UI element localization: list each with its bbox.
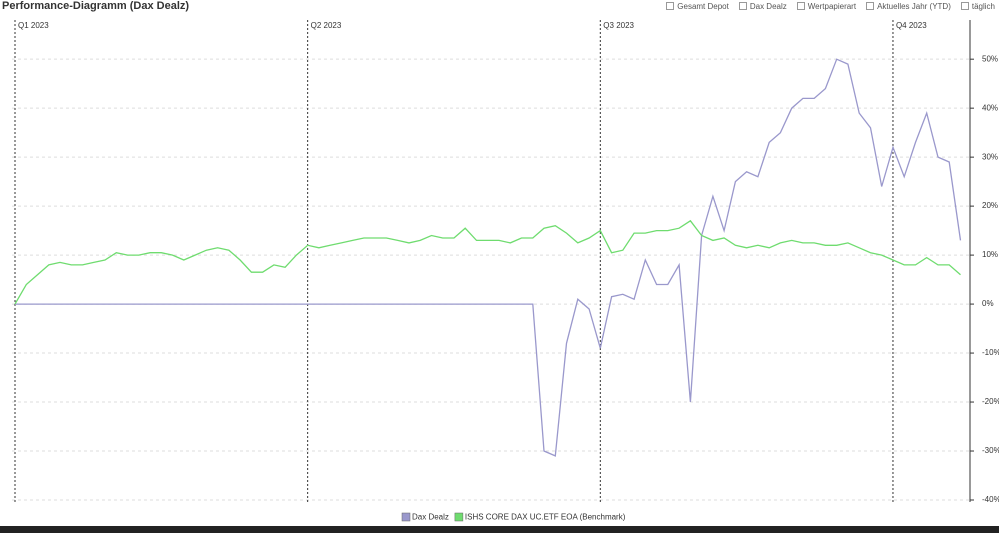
x-tick-label: Q2 2023 — [311, 21, 342, 30]
y-tick-label: -10% — [982, 348, 999, 357]
y-tick-label: 40% — [982, 103, 998, 112]
series-line — [15, 58, 962, 457]
y-tick-label: -40% — [982, 495, 999, 504]
x-tick-label: Q4 2023 — [896, 21, 927, 30]
y-tick-label: -30% — [982, 446, 999, 455]
x-tick-label: Q3 2023 — [603, 21, 634, 30]
toolbar-item[interactable]: Dax Dealz — [739, 2, 787, 11]
legend-swatch — [401, 512, 411, 522]
y-tick-label: 50% — [982, 54, 998, 63]
toolbar-item[interactable]: täglich — [961, 2, 995, 11]
toolbar-item[interactable]: Wertpapierart — [797, 2, 856, 11]
toolbar-item[interactable]: Aktuelles Jahr (YTD) — [866, 2, 951, 11]
title: Performance-Diagramm (Dax Dealz) — [2, 0, 190, 12]
toolbar: Gesamt Depot Dax Dealz Wertpapierart Aktuel… — [666, 2, 995, 11]
legend-item: Dax Dealz — [401, 512, 449, 522]
legend-item: ISHS CORE DAX UC.ETF EOA (Benchmark) — [454, 512, 626, 522]
y-tick-label: 30% — [982, 152, 998, 161]
y-tick-label: 0% — [982, 299, 994, 308]
series-line — [14, 219, 961, 305]
legend-label: Dax Dealz — [412, 513, 449, 522]
bottom-bar — [0, 526, 999, 533]
y-tick-label: 20% — [982, 201, 998, 210]
legend-label: ISHS CORE DAX UC.ETF EOA (Benchmark) — [465, 513, 626, 522]
legend-swatch — [454, 512, 464, 522]
y-tick-label: 10% — [982, 250, 998, 259]
y-tick-label: -20% — [982, 397, 999, 406]
x-tick-label: Q1 2023 — [18, 21, 49, 30]
toolbar-item[interactable]: Gesamt Depot — [666, 2, 729, 11]
